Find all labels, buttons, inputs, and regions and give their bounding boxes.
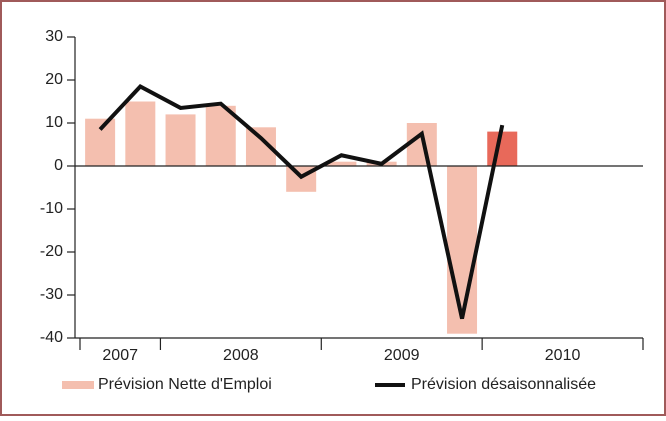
bar bbox=[447, 166, 478, 334]
bar bbox=[326, 161, 357, 166]
x-tick-label: 2010 bbox=[545, 347, 581, 364]
y-tick-label: -10 bbox=[40, 200, 63, 217]
bar bbox=[205, 105, 236, 166]
y-tick-label: 30 bbox=[45, 28, 63, 45]
bar bbox=[406, 123, 437, 166]
y-tick-label: 10 bbox=[45, 114, 63, 131]
bar bbox=[85, 118, 116, 166]
x-tick-label: 2008 bbox=[223, 347, 259, 364]
bar bbox=[165, 114, 196, 166]
x-tick-label: 2007 bbox=[102, 347, 138, 364]
y-tick-label: -30 bbox=[40, 286, 63, 303]
y-tick-label: -40 bbox=[40, 329, 63, 346]
legend-swatch bbox=[62, 381, 94, 389]
y-tick-label: -20 bbox=[40, 243, 63, 260]
legend-label: Prévision désaisonnalisée bbox=[411, 376, 596, 393]
line bbox=[98, 83, 505, 320]
y-tick-label: 20 bbox=[45, 71, 63, 88]
bar bbox=[125, 101, 156, 166]
y-tick-label: 0 bbox=[54, 157, 63, 174]
x-tick-label: 2009 bbox=[384, 347, 420, 364]
legend-label: Prévision Nette d'Emploi bbox=[98, 376, 272, 393]
bar bbox=[487, 131, 518, 166]
